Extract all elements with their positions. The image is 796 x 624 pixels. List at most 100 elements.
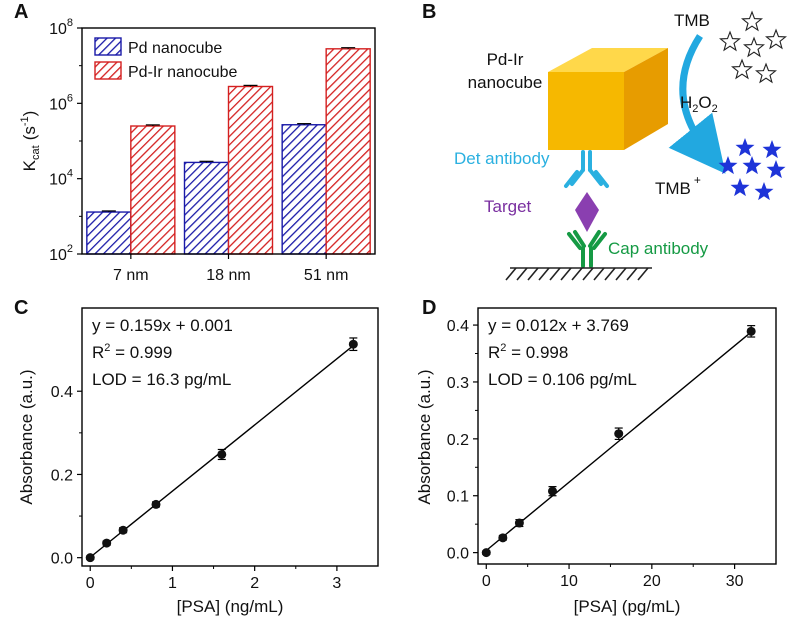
bar-pdir-1 [227,85,274,255]
ylabel-unit-close: ) [20,111,39,117]
y-tick-label-2: 106 [49,92,73,113]
x-tick-label-2: 2 [250,575,259,592]
chart-a: 102 104 106 108 7 nm 18 nm 51 nm Pd nanocube … [19,17,376,284]
data-point-5 [348,339,358,349]
hollow-star-5 [755,62,777,84]
chart-a-ylabel: Kcat (s-1) [19,111,42,172]
legend-label-pdir: Pd-Ir nanocube [128,64,238,81]
bar-pd-1 [183,161,230,255]
surface [505,267,652,281]
chart-d-content: 0 10 20 30 0.0 0.1 0.2 0.3 0.4 [447,318,756,590]
chart-d-xlabel: [PSA] (pg/mL) [574,597,681,616]
ylabel-main: K [20,159,39,171]
diagram-b: Pd-Ir nanocube Det antibody Target [454,10,787,281]
bar-pd-0 [86,211,132,255]
data-point-4 [614,429,624,439]
h2o2-o: O [698,93,711,112]
hollow-star-3 [765,28,787,50]
cube-top [548,48,668,72]
h2o2-h: H [680,93,692,112]
h2o2-sub2: 2 [712,103,718,115]
chart-c-content: 0 1 2 3 0.0 0.2 0.4 [51,337,358,592]
chart-c: 0 1 2 30.00.20.4 y = 0.159x + 0.001 R2 = 0.… [17,307,379,616]
x-tick-label-0: 0 [482,573,491,590]
tmb-ox-text: TMB [655,179,691,198]
bar-pdir-0 [130,125,176,255]
cube-front [548,72,624,150]
y-tick-label-0: 0.0 [51,551,73,568]
chart-d-lod: LOD = 0.106 pg/mL [488,370,637,389]
chart-c-ylabel: Absorbance (a.u.) [17,369,36,504]
data-point-1 [102,538,112,548]
filled-stars [718,138,786,201]
data-point-5 [746,326,756,336]
x-tick-label-1: 1 [168,575,177,592]
hollow-star-1 [719,30,741,52]
filled-star-3 [742,156,762,175]
x-tick-label-2: 51 nm [304,267,348,284]
chart-a-bars [86,47,371,255]
panel-label-b: B [422,1,436,23]
bar-pdir-2 [325,48,371,255]
legend-swatch-pd [94,37,122,56]
ylabel-sub: cat [30,145,42,160]
hollow-star-4 [731,58,753,80]
y-tick-label-2: 0.2 [447,432,469,449]
x-tick-label-3: 3 [332,575,341,592]
x-tick-label-1: 10 [560,573,578,590]
filled-star-2 [718,156,738,175]
h2o2-label: H2O2 [680,93,718,115]
legend-label-pd: Pd nanocube [128,40,222,57]
data-point-3 [548,486,557,496]
y-tick-label-1: 0.2 [51,467,73,484]
x-tick-label-0: 0 [86,575,95,592]
cube-side [624,48,668,150]
chart-c-frame [81,307,379,567]
h2o2-sub1: 2 [692,103,698,115]
chart-d: 0 10 20 30 0.0 0.1 0.2 0.3 0.4 y = 0.012x + 3.76… [415,307,777,616]
chart-c-xlabel: [PSA] (ng/mL) [177,597,284,616]
chart-a-y-ticks: 102 104 106 108 [49,17,82,264]
data-point-1 [498,533,508,543]
data-point-4 [217,449,227,459]
nanocube-label-line1: Pd-Ir [487,50,524,69]
chart-c-r2: R2 = 0.999 [92,342,172,362]
data-point-2 [118,525,128,535]
legend-swatch-pdir [94,61,122,80]
data-point-0 [481,548,491,558]
y-tick-label-4: 0.4 [447,318,469,335]
ylabel-unit-open: (s [20,126,39,140]
tmb-ox-sup: + [694,173,701,187]
chart-c-lod: LOD = 16.3 pg/mL [92,370,231,389]
bar-pd-2 [281,124,327,255]
y-tick-label-3: 108 [49,17,73,38]
chart-d-frame [477,307,777,565]
chart-c-r2-exp: 2 [104,342,110,354]
y-tick-label-1: 0.1 [447,489,469,506]
filled-star-6 [754,182,774,201]
fit-line [485,331,752,552]
cap-antibody-icon [567,230,607,268]
nanocube-shape [548,48,668,150]
x-tick-label-1: 18 nm [206,267,250,284]
chart-d-r2: R2 = 0.998 [488,342,568,362]
tmb-label: TMB [674,11,710,30]
filled-star-5 [730,178,750,197]
x-tick-label-2: 20 [643,573,661,590]
chart-d-r2-exp: 2 [500,342,506,354]
chart-d-r2-value: = 0.998 [506,343,568,362]
filled-star-0 [735,138,755,157]
tmb-ox-label: TMB + [655,173,701,198]
hollow-star-0 [741,10,763,32]
panel-label-c: C [14,297,28,319]
filled-star-1 [762,140,782,159]
chart-d-r2-prefix: R [488,343,500,362]
ylabel-unit-exp: -1 [19,116,31,126]
chart-d-equation: y = 0.012x + 3.769 [488,316,629,335]
hollow-star-2 [743,36,765,58]
x-tick-label-3: 30 [726,573,744,590]
nanocube-label-line2: nanocube [468,73,543,92]
target-label: Target [484,197,532,216]
x-tick-label-0: 7 nm [113,267,149,284]
